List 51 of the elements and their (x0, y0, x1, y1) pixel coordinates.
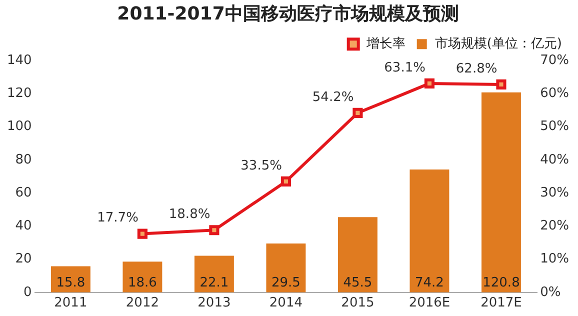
point (352, 108, 363, 118)
chart-title: 2011-2017中国移动医疗市场规模及预测 (117, 3, 459, 24)
x-tick-label: 2015 (341, 296, 374, 311)
y-tick-label: 40 (15, 218, 32, 234)
bar (410, 170, 450, 292)
bar (194, 256, 234, 292)
data-label: 63.1% (384, 60, 426, 76)
point (209, 225, 220, 236)
data-label: 45.5 (343, 275, 372, 290)
y-tick-label: 0 (24, 284, 32, 300)
data-label: 18.6 (128, 275, 157, 290)
x-tick-label: 2011 (54, 296, 88, 311)
legend-label: 增长率 (365, 35, 406, 52)
point (424, 78, 435, 88)
y2-tick-label: 20% (540, 218, 570, 234)
bar (266, 244, 306, 292)
data-label: 18.8% (168, 207, 210, 222)
point (280, 176, 291, 187)
y2-tick-label: 70% (540, 52, 570, 68)
data-label: 15.8 (56, 275, 86, 290)
x-tick-label: 2013 (198, 296, 231, 311)
data-label: 29.5 (271, 275, 300, 290)
data-label: 74.2 (414, 275, 444, 290)
legend-label: 市场规模(单位：亿元) (434, 36, 562, 52)
bar (122, 262, 162, 292)
data-label: 120.8 (482, 275, 520, 290)
point (496, 79, 506, 90)
y-tick-label: 20 (15, 252, 32, 267)
data-label: 22.1 (200, 275, 229, 290)
data-label: 33.5% (240, 158, 282, 174)
y-tick-label: 80 (15, 152, 32, 168)
y-tick-label: 120 (6, 86, 32, 102)
y2-tick-label: 30% (540, 185, 570, 200)
data-label: 54.2% (312, 90, 354, 105)
data-label: 62.8% (456, 61, 498, 76)
x-tick-label: 2014 (269, 296, 303, 311)
y-tick-label: 100 (6, 119, 32, 134)
y2-tick-label: 40% (540, 152, 570, 168)
bar (481, 92, 521, 292)
point (137, 228, 148, 239)
y2-tick-label: 10% (540, 252, 570, 267)
data-label: 17.7% (97, 210, 138, 226)
x-tick-label: 2016E (408, 296, 450, 311)
y-tick-label: 140 (6, 52, 32, 68)
y2-tick-label: 50% (540, 119, 570, 134)
bar (338, 217, 378, 292)
x-tick-label: 2012 (126, 296, 159, 311)
y2-tick-label: 60% (540, 86, 570, 102)
x-tick-label: 2017E (480, 296, 522, 311)
y-tick-label: 60 (15, 185, 32, 200)
y2-tick-label: 0% (540, 284, 561, 300)
